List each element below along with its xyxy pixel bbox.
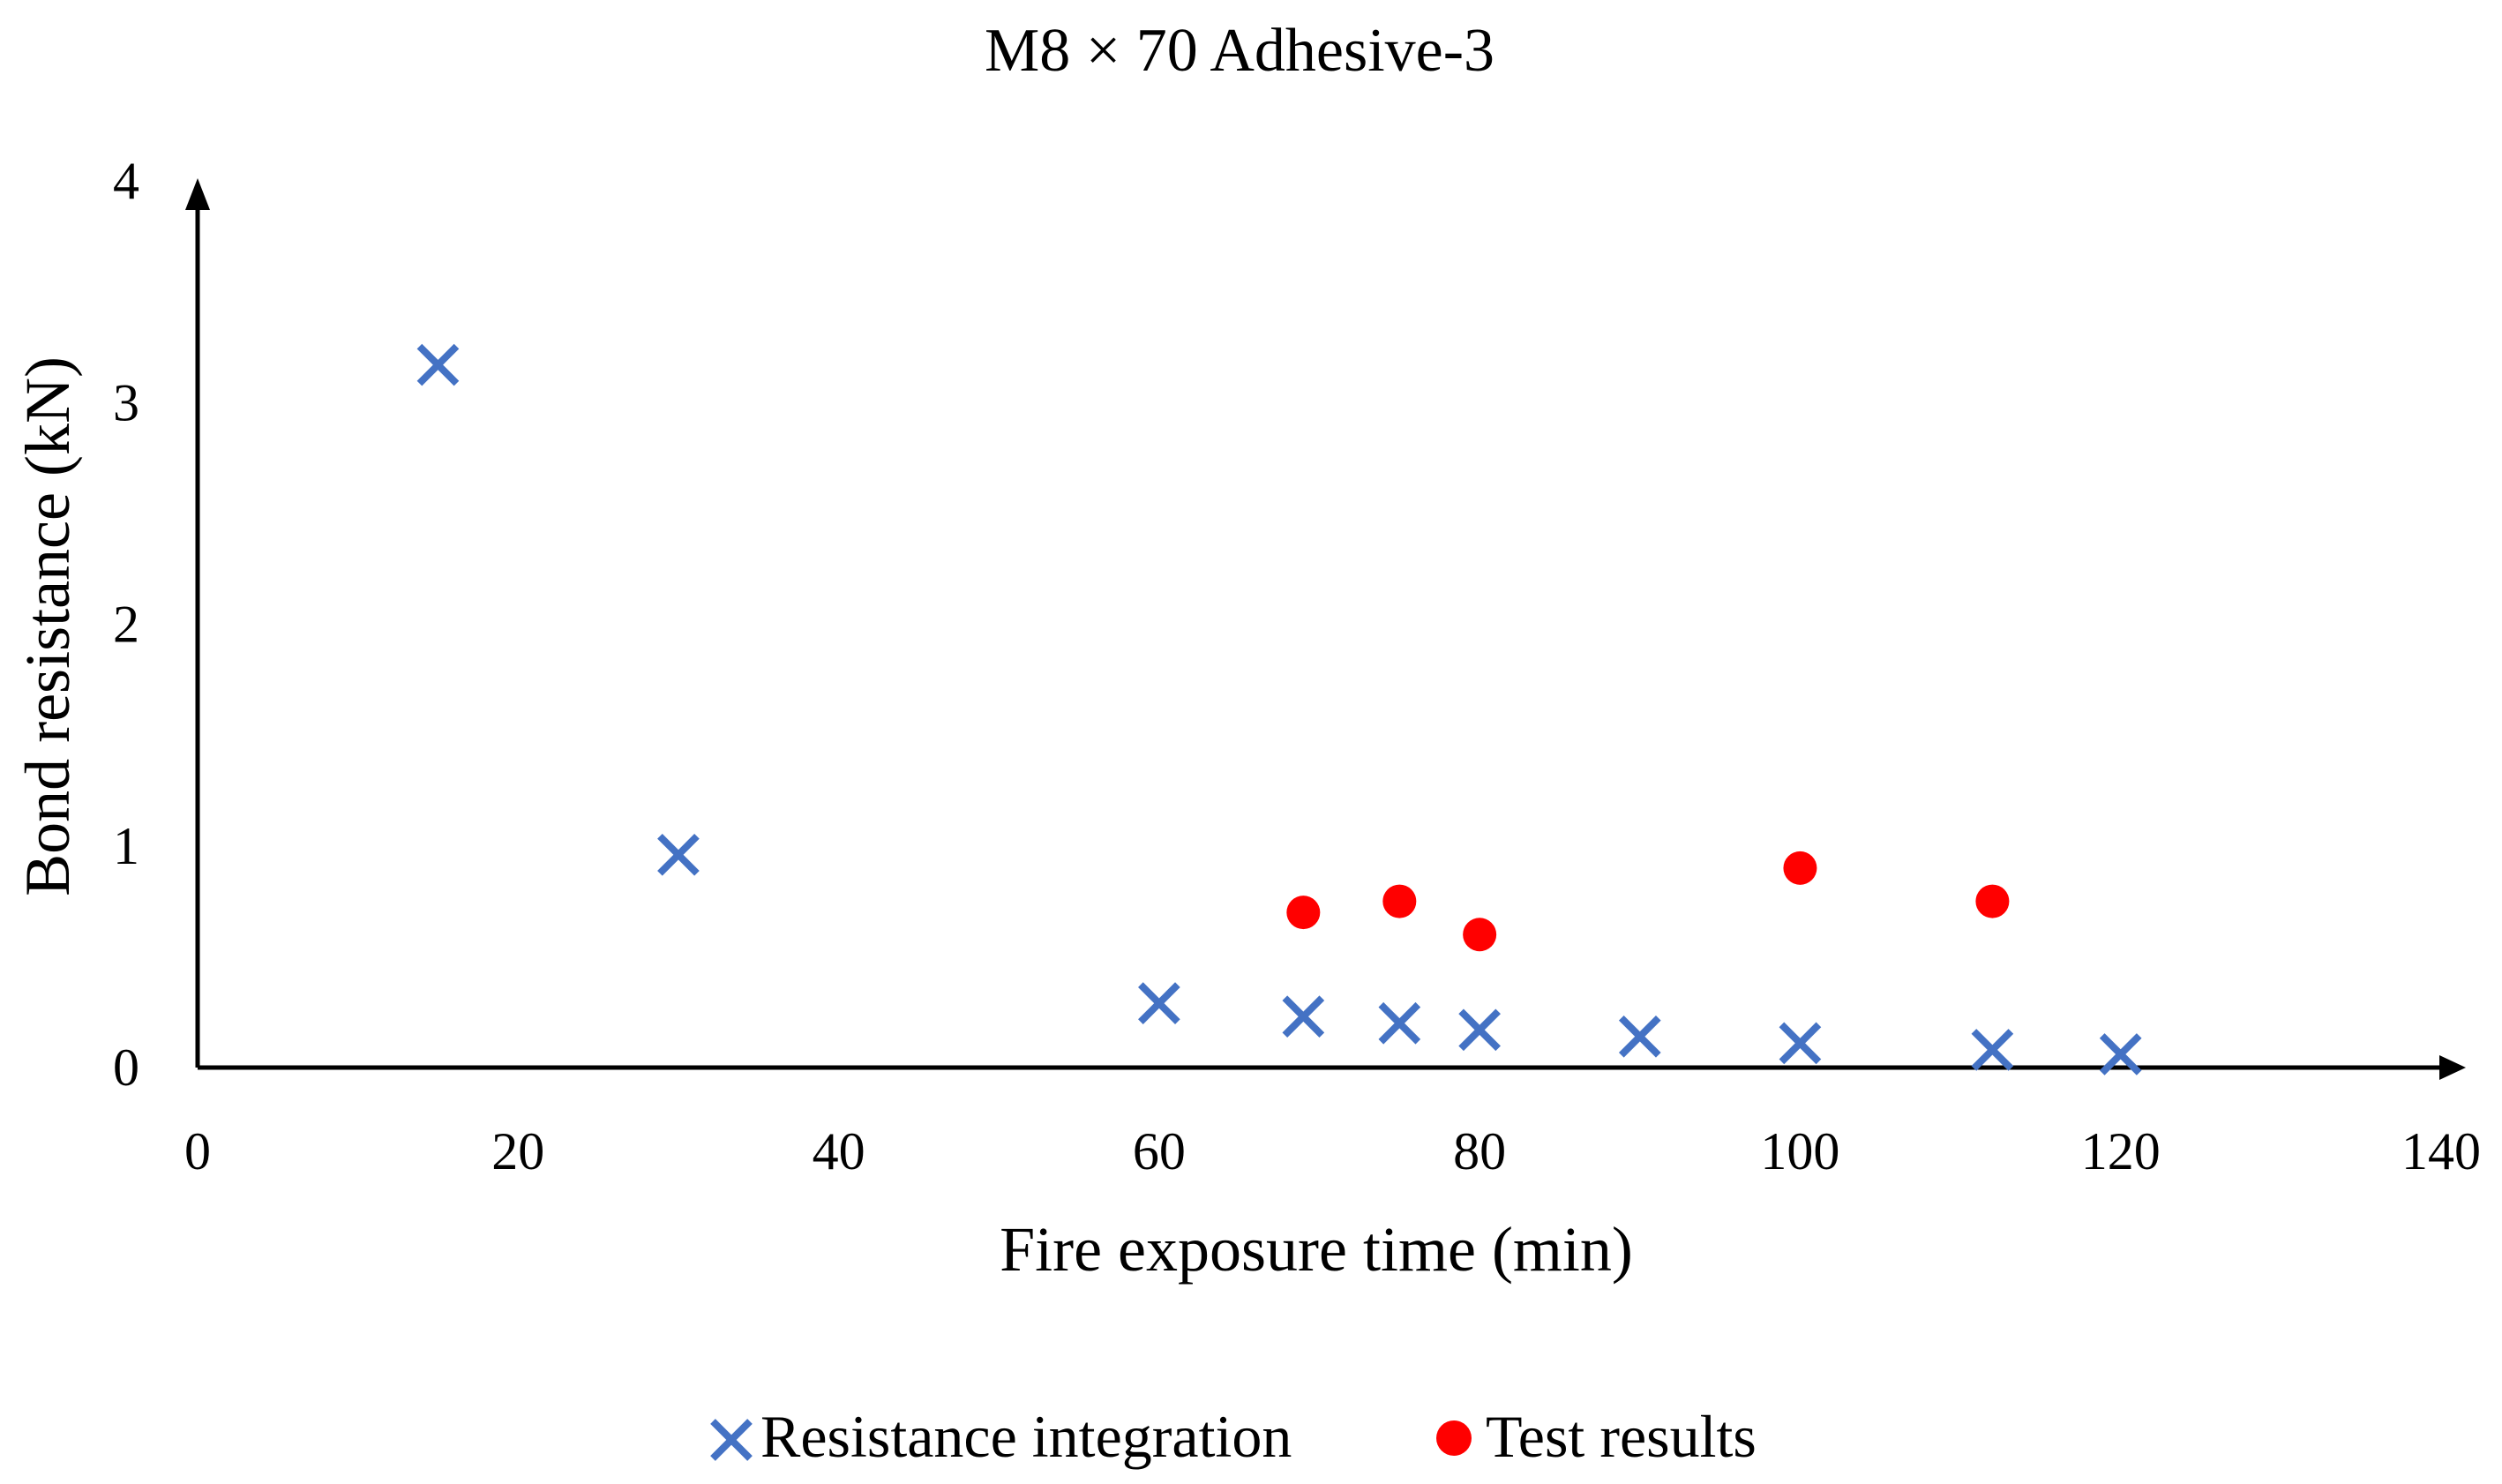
point-resistance-integration-1 [416, 343, 460, 386]
point-resistance-integration-7-stroke-b [1618, 1015, 1661, 1058]
x-tick-label-20: 20 [491, 1122, 544, 1180]
point-resistance-integration-3 [1138, 982, 1180, 1024]
point-resistance-integration-2-stroke-b [657, 833, 700, 876]
y-tick-label-1: 1 [113, 817, 139, 875]
x-tick-label-100: 100 [1760, 1122, 1839, 1180]
point-test-results-3 [1463, 918, 1497, 952]
y-tick-labels: 0 1 2 3 4 [113, 152, 139, 1097]
point-resistance-integration-2 [657, 833, 700, 876]
point-test-results-1 [1286, 896, 1321, 930]
legend-label-resistance-integration: Resistance integration [760, 1403, 1292, 1470]
point-test-results-5 [1975, 884, 2010, 918]
x-tick-label-40: 40 [813, 1122, 865, 1180]
point-test-results-2 [1382, 884, 1417, 918]
point-resistance-integration-7 [1618, 1015, 1661, 1058]
point-resistance-integration-5 [1378, 1001, 1421, 1045]
x-tick-labels: 0 20 40 60 80 100 120 140 [184, 1122, 2481, 1180]
legend-marker-test-results [1436, 1420, 1472, 1456]
x-tick-label-0: 0 [184, 1122, 211, 1180]
x-tick-label-140: 140 [2401, 1122, 2481, 1180]
point-resistance-integration-8-stroke-b [1779, 1022, 1822, 1065]
y-axis-label: Bond resistance (kN) [12, 356, 83, 896]
x-axis-label: Fire exposure time (min) [1000, 1214, 1633, 1285]
point-resistance-integration-9-stroke-b [1971, 1029, 2014, 1071]
legend-marker-resistance-integration [710, 1419, 753, 1461]
point-resistance-integration-1-stroke-b [416, 343, 460, 386]
y-axis-arrow [185, 178, 210, 210]
point-resistance-integration-8 [1779, 1022, 1822, 1065]
y-tick-label-4: 4 [113, 152, 139, 210]
x-axis-arrow [2439, 1055, 2466, 1080]
point-resistance-integration-10 [2099, 1033, 2142, 1076]
legend-cross-symbol [710, 1419, 753, 1461]
x-tick-label-80: 80 [1453, 1122, 1506, 1180]
legend: Resistance integration Test results [710, 1403, 1757, 1470]
point-resistance-integration-5-stroke-b [1378, 1001, 1421, 1045]
x-tick-label-60: 60 [1133, 1122, 1186, 1180]
legend-cross-symbol-stroke-b [710, 1419, 753, 1461]
point-resistance-integration-9 [1971, 1029, 2014, 1071]
chart-title: M8 × 70 Adhesive-3 [985, 17, 1494, 85]
y-tick-label-2: 2 [113, 596, 139, 654]
point-resistance-integration-6 [1458, 1008, 1501, 1052]
point-resistance-integration-3-stroke-b [1138, 982, 1180, 1024]
point-resistance-integration-10-stroke-b [2099, 1033, 2142, 1076]
point-resistance-integration-4-stroke-b [1282, 995, 1325, 1038]
legend-dot-symbol [1436, 1420, 1472, 1456]
y-tick-label-3: 3 [113, 373, 139, 431]
point-resistance-integration-4 [1282, 995, 1325, 1038]
y-tick-label-0: 0 [113, 1038, 139, 1097]
series-resistance-integration [416, 343, 2142, 1076]
x-tick-label-120: 120 [2081, 1122, 2161, 1180]
series-test-results [1286, 851, 2010, 952]
data-series [416, 343, 2142, 1076]
point-resistance-integration-6-stroke-b [1458, 1008, 1501, 1052]
legend-label-test-results: Test results [1486, 1403, 1757, 1470]
point-test-results-4 [1783, 851, 1817, 885]
